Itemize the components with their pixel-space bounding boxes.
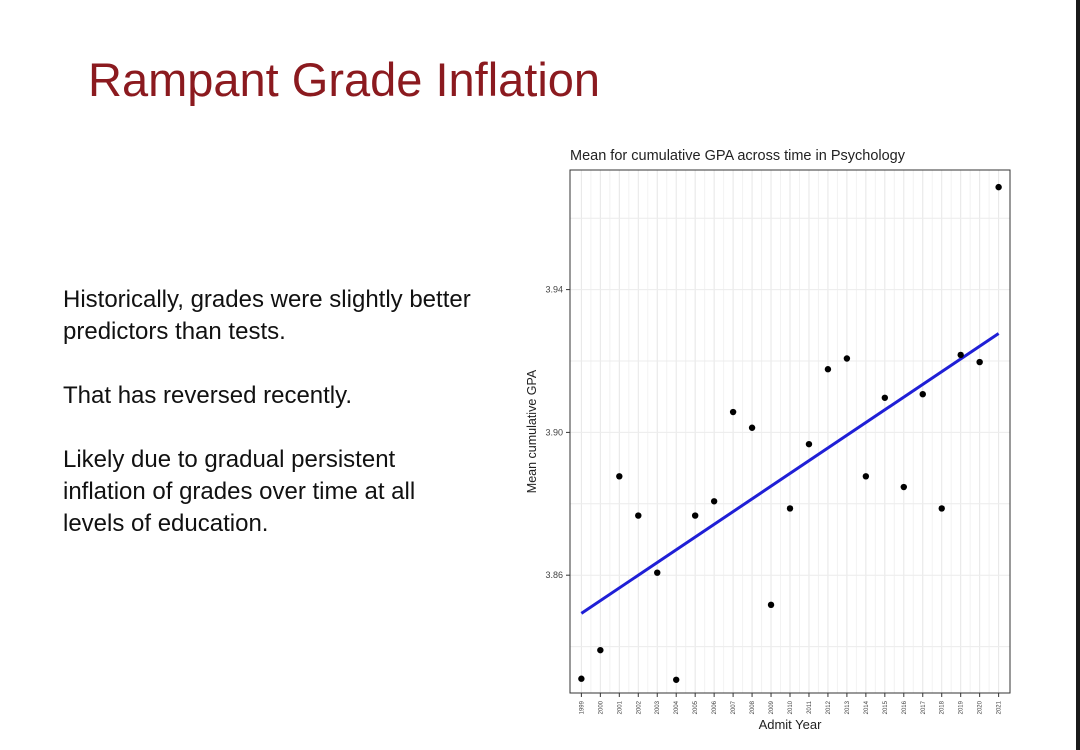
data-point xyxy=(805,440,813,448)
gpa-chart: Mean for cumulative GPA across time in P… xyxy=(520,140,1020,740)
x-tick-label: 2008 xyxy=(750,700,756,714)
x-tick-label: 2010 xyxy=(788,700,794,714)
x-tick-label: 1999 xyxy=(579,700,585,714)
x-axis-ticks: 1999 2000 2001 2002 2003 2004 2005 2006 2007 2008… xyxy=(579,693,1003,714)
paragraph-inflation: Likely due to gradual persistent inflati… xyxy=(63,446,416,537)
data-point xyxy=(843,355,851,362)
x-tick-label: 2020 xyxy=(978,700,984,714)
data-point xyxy=(710,498,718,505)
data-point xyxy=(900,483,907,491)
data-point xyxy=(938,505,945,512)
window-edge xyxy=(1076,0,1080,750)
y-axis-ticks: 3.86 3.90 3.94 xyxy=(545,285,570,580)
data-point xyxy=(976,358,983,366)
data-point xyxy=(748,424,756,431)
data-point xyxy=(616,473,623,480)
x-tick-label: 2009 xyxy=(769,700,775,714)
paragraph-predictors: Historically, grades were slightly bette… xyxy=(63,286,471,345)
slide-title: Rampant Grade Inflation xyxy=(88,53,601,106)
data-point xyxy=(957,351,964,359)
x-tick-label: 2002 xyxy=(636,700,642,714)
x-tick-label: 2013 xyxy=(845,700,851,714)
x-axis-label: Admit Year xyxy=(759,717,823,732)
x-tick-label: 2021 xyxy=(997,700,1003,714)
data-points xyxy=(578,183,1002,683)
x-tick-label: 2012 xyxy=(826,700,832,714)
x-tick-label: 2005 xyxy=(693,700,699,714)
gpa-scatter-plot: Mean for cumulative GPA across time in P… xyxy=(525,148,1011,732)
y-tick-label: 3.86 xyxy=(545,570,563,580)
x-tick-label: 2006 xyxy=(712,700,718,714)
data-point xyxy=(673,676,680,683)
x-tick-label: 2018 xyxy=(940,700,946,714)
grid-layer xyxy=(570,170,1010,693)
data-point xyxy=(578,675,585,682)
data-point xyxy=(767,601,775,609)
x-tick-label: 2016 xyxy=(902,700,908,714)
x-tick-label: 2004 xyxy=(674,700,680,714)
y-axis-label: Mean cumulative GPA xyxy=(525,369,539,493)
x-tick-label: 2011 xyxy=(807,700,813,714)
data-point xyxy=(919,390,926,398)
data-point xyxy=(729,408,737,416)
data-point xyxy=(654,569,661,576)
x-tick-label: 2019 xyxy=(959,700,965,714)
x-tick-label: 2000 xyxy=(598,700,604,714)
data-point xyxy=(597,646,604,654)
data-point xyxy=(691,512,699,519)
data-point xyxy=(881,394,889,401)
slide-body: Historically, grades were slightly bette… xyxy=(63,284,483,572)
x-tick-label: 2003 xyxy=(655,700,661,714)
data-point xyxy=(635,512,642,519)
y-tick-label: 3.94 xyxy=(545,285,563,295)
x-tick-label: 2001 xyxy=(617,700,623,714)
data-point xyxy=(824,366,832,373)
paragraph-reversed: That has reversed recently. xyxy=(63,382,353,409)
y-tick-label: 3.90 xyxy=(545,427,563,437)
trend-line xyxy=(580,332,1000,615)
data-point xyxy=(862,473,870,480)
x-tick-label: 2014 xyxy=(864,700,870,714)
x-tick-label: 2007 xyxy=(731,700,737,714)
chart-title: Mean for cumulative GPA across time in P… xyxy=(570,148,906,164)
x-tick-label: 2015 xyxy=(883,700,889,714)
x-tick-label: 2017 xyxy=(921,700,927,714)
data-point xyxy=(786,505,794,512)
data-point xyxy=(995,183,1002,191)
